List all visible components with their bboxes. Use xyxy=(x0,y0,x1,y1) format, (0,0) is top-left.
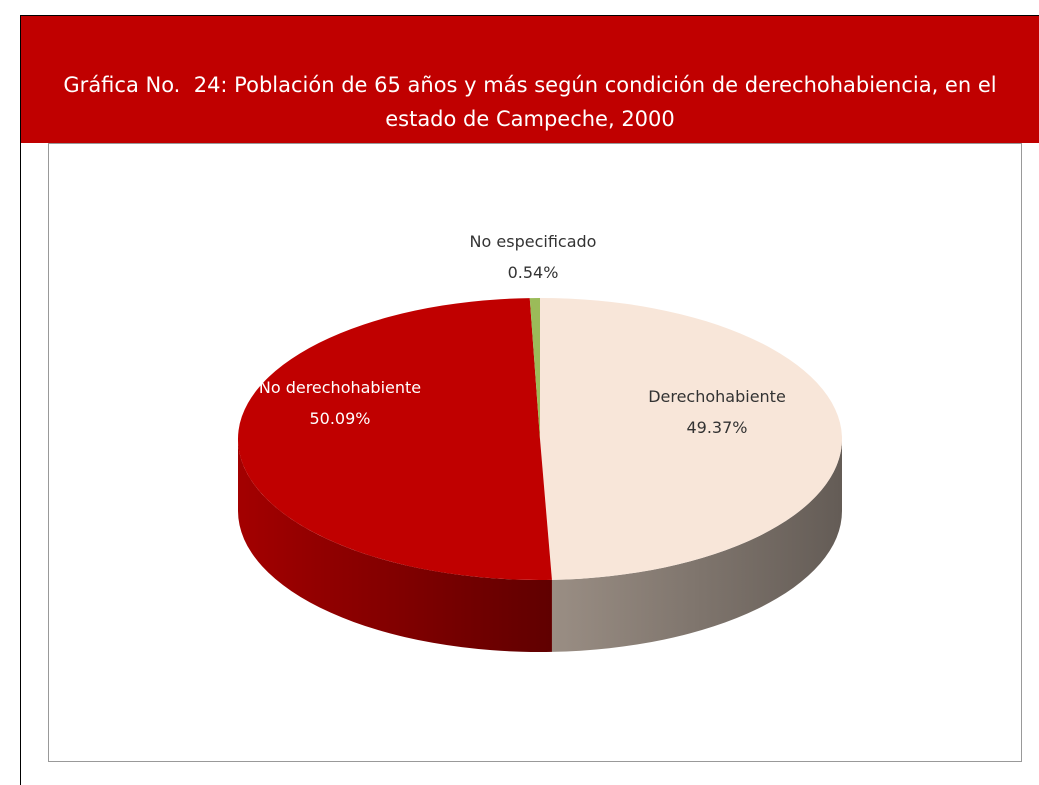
category-label: No especificado xyxy=(469,232,597,251)
data-label: No derechohabiente 50.09% xyxy=(250,372,430,434)
slice xyxy=(529,298,540,439)
slice-side xyxy=(551,439,842,652)
data-label: No especificado 0.54% xyxy=(413,226,653,288)
chart-frame xyxy=(48,143,1022,762)
value-label: 49.37% xyxy=(686,418,748,437)
slice xyxy=(237,298,552,581)
data-label: Derechohabiente 49.37% xyxy=(597,381,837,443)
header: Gráfica No. 24: Población de 65 años y m… xyxy=(20,15,1039,143)
slice xyxy=(540,298,842,580)
category-label: No derechohabiente xyxy=(258,378,422,397)
slice-side xyxy=(238,439,552,652)
value-label: 0.54% xyxy=(507,263,559,282)
value-label: 50.09% xyxy=(309,409,371,428)
category-label: Derechohabiente xyxy=(648,387,786,406)
chart-title: Gráfica No. 24: Población de 65 años y m… xyxy=(63,73,1004,131)
page-rule xyxy=(20,143,21,785)
